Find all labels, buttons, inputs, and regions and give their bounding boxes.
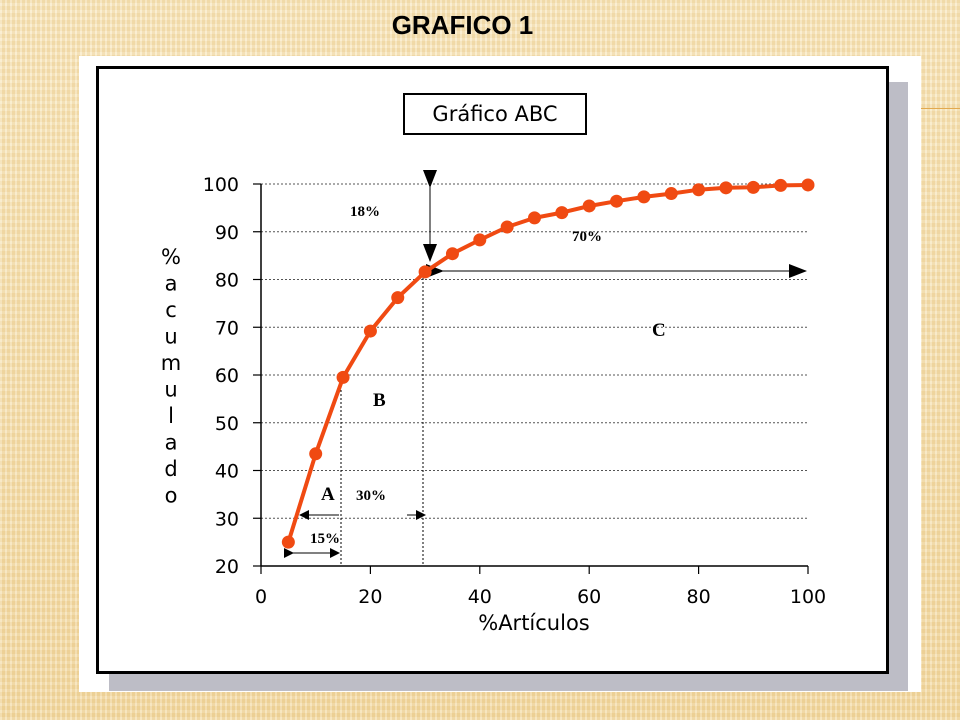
y-tick-label: 90	[215, 222, 239, 244]
y-tick-label: 50	[215, 413, 239, 435]
y-tick-label: 60	[215, 365, 239, 387]
data-point	[746, 180, 760, 194]
x-tick-label: 100	[790, 586, 826, 608]
data-point	[528, 211, 541, 225]
label-c: C	[652, 320, 666, 341]
data-point	[363, 324, 377, 338]
x-tick-label: 40	[468, 586, 492, 608]
y-axis-title-char: %	[161, 245, 181, 269]
y-tick-labels: 20 30 40 50 60 70 80 90 100	[203, 174, 261, 578]
y-axis-title-char: u	[164, 378, 177, 402]
grid-layer	[261, 183, 808, 519]
series-layer	[281, 178, 815, 549]
y-axis-title-char: a	[165, 431, 178, 455]
label-18-percent: 18%	[350, 204, 380, 220]
data-point	[391, 291, 405, 305]
y-axis-title-char: l	[168, 404, 174, 428]
y-axis-title-char: u	[164, 325, 177, 349]
data-point	[336, 370, 350, 384]
x-axis-title: %Artículos	[478, 611, 590, 635]
y-tick-label: 30	[215, 508, 239, 530]
label-15-percent: 15%	[310, 531, 340, 547]
data-point	[610, 194, 624, 208]
data-point	[664, 187, 678, 201]
data-point	[500, 220, 514, 234]
data-point	[692, 183, 706, 197]
x-tick-label: 80	[687, 586, 711, 608]
x-tick-labels: 0 20 40 60 80 100	[255, 566, 826, 608]
data-point	[445, 247, 459, 261]
data-point	[582, 199, 596, 213]
data-point	[774, 178, 788, 192]
chart-frame	[96, 66, 889, 674]
chart-title: Gráfico ABC	[432, 102, 557, 126]
y-tick-label: 70	[215, 317, 239, 339]
y-axis-title-char: c	[165, 298, 177, 322]
data-point	[418, 265, 432, 279]
data-point	[637, 190, 651, 204]
data-point	[281, 535, 295, 549]
chart-title-box: Gráfico ABC	[403, 93, 587, 135]
y-axis-title-char: m	[161, 351, 181, 375]
label-30-percent: 30%	[356, 488, 386, 504]
y-tick-label: 20	[215, 556, 239, 578]
y-tick-label: 100	[203, 174, 239, 196]
y-axis-title-char: d	[164, 457, 177, 481]
data-point	[473, 233, 487, 247]
x-tick-label: 20	[358, 586, 382, 608]
data-point	[801, 178, 815, 192]
x-tick-label: 60	[577, 586, 601, 608]
data-point	[309, 447, 323, 461]
y-tick-label: 40	[215, 461, 239, 483]
label-a: A	[321, 484, 335, 505]
data-point	[555, 206, 569, 220]
x-tick-label: 0	[255, 586, 267, 608]
label-b: B	[373, 390, 386, 411]
y-axis-title-char: o	[165, 484, 178, 508]
label-70-percent: 70%	[572, 229, 602, 245]
y-axis-title-char: a	[165, 272, 178, 296]
slide-title: GRAFICO 1	[391, 10, 534, 40]
y-tick-label: 80	[215, 270, 239, 292]
annotation-guides	[284, 170, 807, 566]
data-point	[719, 181, 733, 195]
